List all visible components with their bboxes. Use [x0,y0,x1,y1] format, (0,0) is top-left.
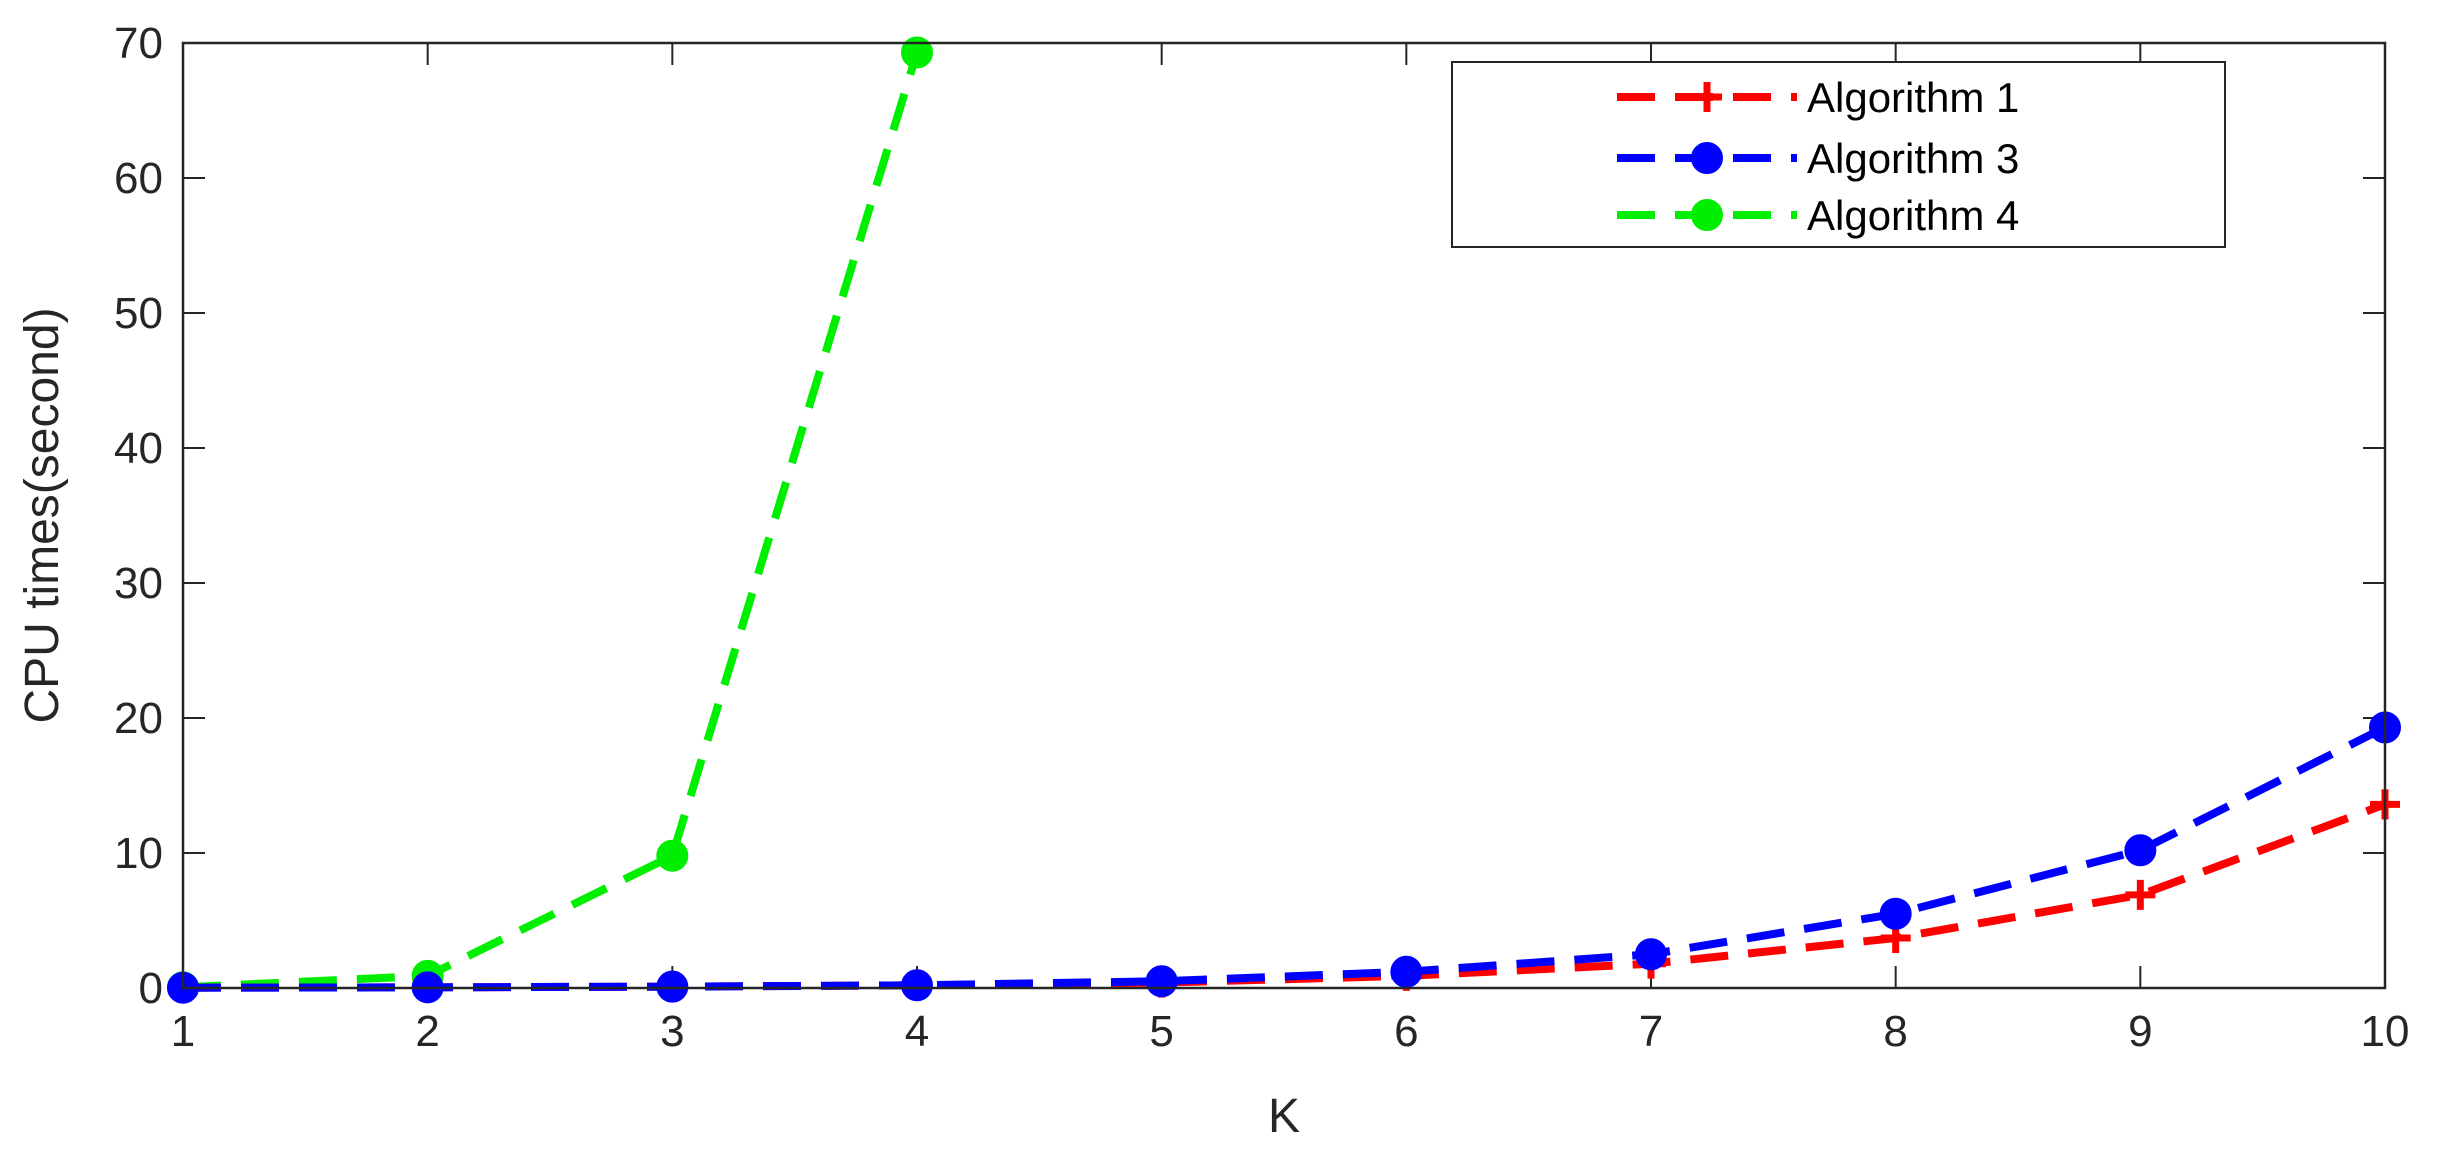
y-tick-label: 60 [114,154,163,203]
x-tick-label: 7 [1639,1007,1663,1056]
y-tick-label: 50 [114,289,163,338]
legend-marker [1692,82,1722,112]
data-point [1390,955,1423,988]
legend-marker [1691,199,1723,231]
y-tick-label: 40 [114,424,163,473]
legend-entry: Algorithm 4 [1617,192,2019,239]
y-tick-label: 70 [114,19,163,68]
data-point [2125,879,2156,910]
axes-box [181,41,2387,990]
data-point [901,36,933,69]
data-point [656,970,689,1003]
legend-label: Algorithm 3 [1807,135,2019,182]
data-point [2124,834,2157,867]
x-tick-label: 3 [660,1007,684,1056]
legend-entry: Algorithm 1 [1617,74,2019,121]
x-tick-label: 6 [1394,1007,1418,1056]
y-tick-label: 10 [114,829,163,878]
legend: Algorithm 1 Algorithm 3 Algorithm 4 [1451,61,2226,248]
y-axis-label: CPU times(second) [16,307,69,723]
data-point [1145,965,1178,998]
legend-label: Algorithm 1 [1807,74,2019,121]
legend-box [1451,61,2226,248]
x-tick-label: 2 [415,1007,439,1056]
y-tick-label: 30 [114,559,163,608]
x-tick-label: 8 [1883,1007,1907,1056]
legend-label: Algorithm 4 [1807,192,2019,239]
x-tick-label: 4 [905,1007,929,1056]
x-tick-label: 10 [2361,1007,2410,1056]
data-point [656,839,689,872]
x-axis-label: K [1268,1090,1300,1143]
data-point [1879,897,1912,930]
legend-marker [1691,142,1723,174]
plot-axes-box [181,41,2387,990]
data-point [901,969,933,1002]
x-tick-label: 9 [2128,1007,2152,1056]
x-tick-label: 5 [1149,1007,1173,1056]
y-tick-label: 0 [139,964,163,1013]
y-tick-label: 20 [114,694,163,743]
tick-labels: 1 2 3 4 5 6 7 8 9 10 0 10 20 30 40 50 60 70 [114,19,2409,1056]
series-line [182,51,921,992]
legend-entry: Algorithm 3 [1617,135,2019,182]
x-tick-label: 1 [171,1007,195,1056]
data-point [1635,938,1667,971]
